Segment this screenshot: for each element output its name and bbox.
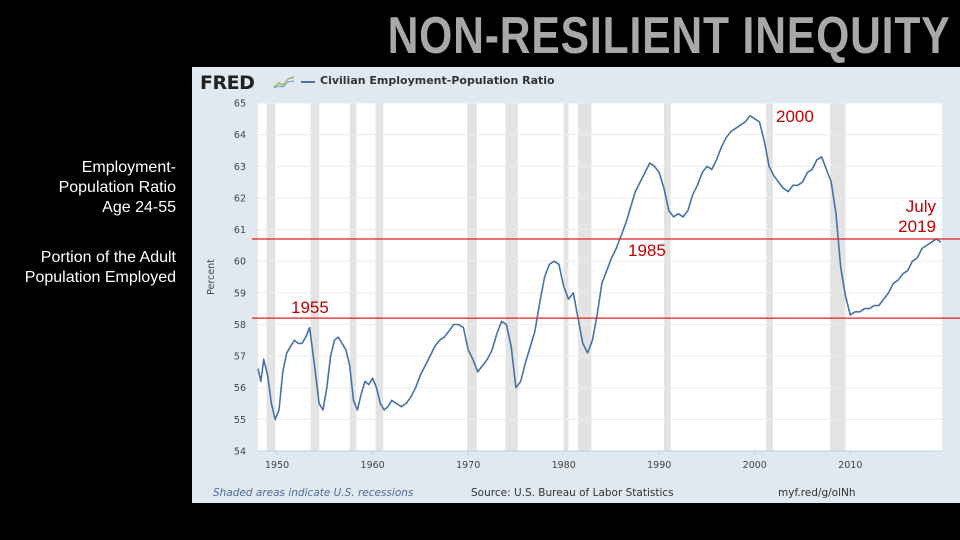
y-axis-label: Percent	[206, 259, 217, 295]
y-tick-label: 61	[234, 225, 246, 236]
y-tick-label: 64	[234, 130, 246, 141]
slide-title: NON-RESILIENT INEQUITY	[387, 7, 950, 65]
recession-band	[375, 103, 384, 451]
x-tick-label: 1980	[552, 460, 576, 471]
x-tick-label: 2000	[743, 460, 767, 471]
side-line-1: Employment-	[81, 159, 176, 176]
short-link[interactable]: myf.red/g/olNh	[778, 487, 856, 499]
recession-band	[505, 103, 518, 451]
side-line-4: Portion of the Adult	[40, 249, 176, 266]
y-tick-label: 62	[234, 193, 246, 204]
y-tick-label: 58	[234, 320, 246, 331]
side-line-2: Population Ratio	[58, 179, 176, 196]
annotation-july: July	[906, 197, 937, 216]
sparkline-icon	[273, 76, 295, 89]
recession-note: Shaded areas indicate U.S. recessions	[213, 487, 414, 499]
y-tick-label: 59	[234, 288, 246, 299]
legend-label[interactable]: Civilian Employment-Population Ratio	[320, 74, 555, 87]
x-tick-label: 2010	[838, 460, 862, 471]
y-tick-label: 60	[234, 257, 246, 268]
recession-bands	[266, 103, 846, 451]
y-tick-label: 54	[234, 447, 246, 458]
fred-logo: FRED	[200, 72, 255, 94]
source-note: Source: U.S. Bureau of Labor Statistics	[471, 487, 674, 499]
annotation-2019: 2019	[898, 217, 936, 236]
recession-band	[467, 103, 477, 451]
side-caption-portion: Portion of the Adult Population Employed	[0, 248, 176, 288]
plot-area	[258, 103, 942, 451]
y-tick-label: 57	[234, 352, 246, 363]
x-tick-label: 1990	[647, 460, 671, 471]
annotation-1985: 1985	[628, 241, 666, 260]
recession-band	[310, 103, 320, 451]
x-tick-label: 1950	[265, 460, 289, 471]
x-axis-ticks: 1950 1960 1970 1980 1990 2000 2010	[258, 450, 942, 471]
recession-band	[349, 103, 357, 451]
recession-band	[664, 103, 671, 451]
recession-band	[766, 103, 773, 451]
side-caption-ratio: Employment- Population Ratio Age 24-55	[0, 158, 176, 218]
annotation-1955: 1955	[291, 298, 329, 317]
y-axis-ticks: 54 55 56 57 58 59 60 61 62 63 64 65	[234, 99, 246, 458]
reference-lines	[252, 238, 960, 319]
y-tick-label: 55	[234, 415, 246, 426]
y-tick-label: 65	[234, 99, 246, 110]
recession-band	[266, 103, 276, 451]
y-tick-label: 63	[234, 162, 246, 173]
x-tick-label: 1960	[361, 460, 385, 471]
side-line-5: Population Employed	[24, 269, 176, 286]
recession-band	[830, 103, 846, 451]
y-tick-label: 56	[234, 383, 246, 394]
side-line-3: Age 24-55	[102, 199, 176, 216]
recession-band	[563, 103, 569, 451]
grid-lines	[258, 102, 942, 452]
annotation-2000: 2000	[776, 107, 814, 126]
x-tick-label: 1970	[456, 460, 480, 471]
recession-band	[578, 103, 592, 451]
series-line-employment-ratio	[257, 114, 942, 421]
legend-swatch	[301, 81, 315, 83]
